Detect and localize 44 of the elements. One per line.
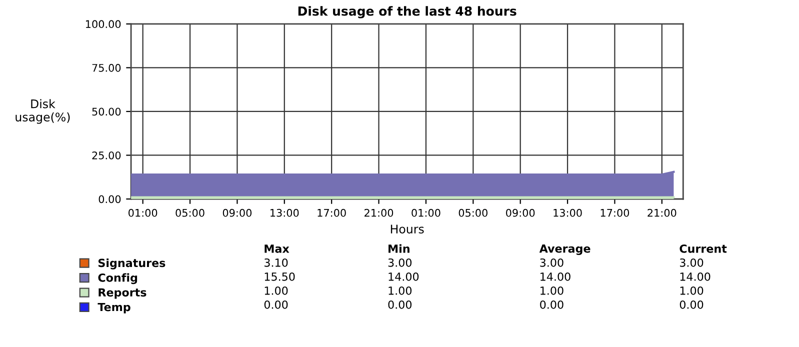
text: 0.00 xyxy=(264,300,288,309)
y-tick-label: 25.00 xyxy=(92,151,121,160)
text: 3.10 xyxy=(264,258,288,267)
text: Average xyxy=(539,244,590,256)
text: 14.00 xyxy=(540,272,570,281)
text: 14.00 xyxy=(388,272,419,281)
text: 3.00 xyxy=(680,258,704,267)
text: Current xyxy=(680,244,727,253)
y-tick-label: 50.00 xyxy=(92,108,121,116)
text: 3.00 xyxy=(540,258,564,267)
text: 0.00 xyxy=(680,300,704,309)
text: Min xyxy=(388,244,410,253)
text: 1.00 xyxy=(680,286,704,295)
x-tick-label: 17:00 xyxy=(318,208,346,217)
x-tick-label: 05:00 xyxy=(458,208,488,217)
x-tick-label: 13:00 xyxy=(270,208,299,217)
x-tick-label: 09:00 xyxy=(506,208,535,217)
x-tick-label: 09:00 xyxy=(222,208,252,217)
text: 1.00 xyxy=(388,286,412,295)
y-tick-label: 100.00 xyxy=(86,20,121,28)
text: 14.00 xyxy=(680,272,710,281)
text: 1.00 xyxy=(264,286,288,295)
text: 1.00 xyxy=(540,286,564,295)
x-tick-label: 01:00 xyxy=(128,208,158,217)
text: 0.00 xyxy=(540,300,564,309)
chart-title: Disk usage of the last 48 hours xyxy=(298,6,516,18)
x-tick-label: 05:00 xyxy=(176,208,204,217)
text: 15.50 xyxy=(264,272,295,281)
y-tick-label: 75.00 xyxy=(92,64,121,72)
x-tick-label: 17:00 xyxy=(600,208,630,217)
text: Max xyxy=(264,244,290,253)
legend-label: Reports xyxy=(98,288,146,299)
x-axis-title: Hours xyxy=(390,224,424,234)
x-tick-label: 01:00 xyxy=(412,208,440,217)
x-tick-label: 21:00 xyxy=(648,208,676,217)
x-tick-label: 21:00 xyxy=(364,208,394,217)
y-axis-title: Disk usage(%) xyxy=(16,99,70,124)
text: 3.00 xyxy=(388,258,412,267)
x-tick-label: 13:00 xyxy=(554,208,582,217)
y-tick-label: 0.00 xyxy=(98,195,121,204)
legend-label: Signatures xyxy=(98,258,166,270)
legend-label: Config xyxy=(98,273,138,284)
legend-label: Temp xyxy=(98,302,130,314)
text: 0.00 xyxy=(388,300,412,309)
